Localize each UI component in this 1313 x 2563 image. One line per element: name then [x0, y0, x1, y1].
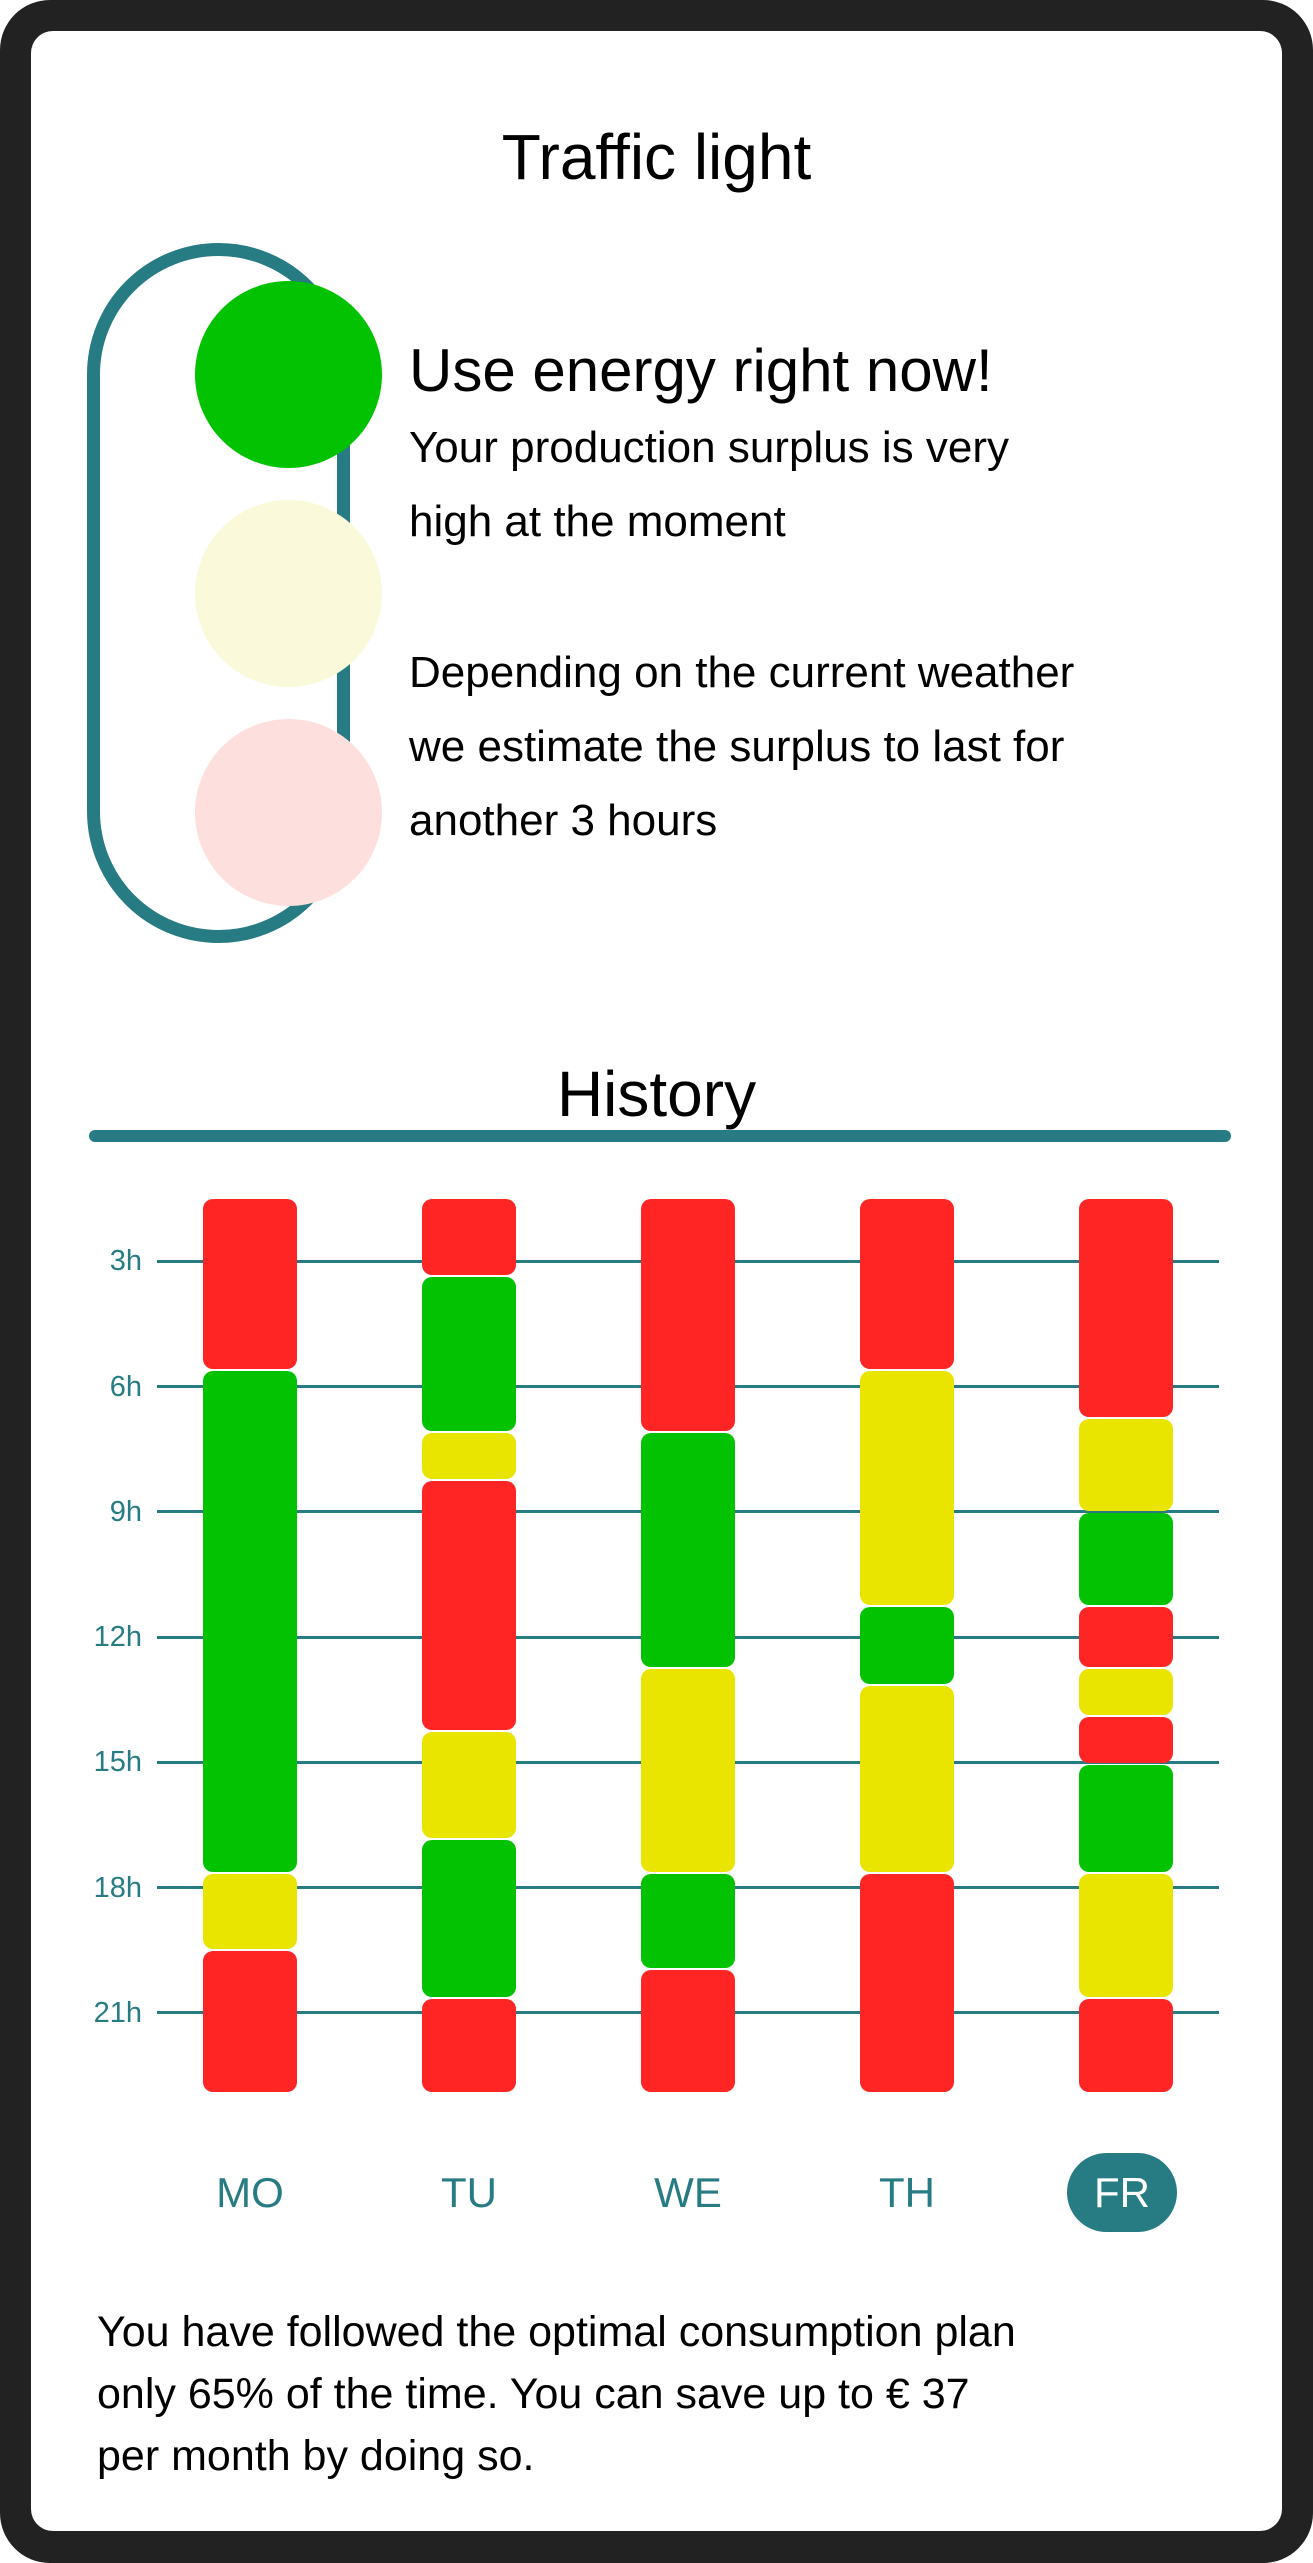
- segment-yellow: [1079, 1873, 1173, 1998]
- segment-red: [1079, 1198, 1173, 1417]
- segment-green: [1079, 1512, 1173, 1605]
- day-tab-mo[interactable]: MO: [216, 2169, 284, 2216]
- segment-yellow: [422, 1433, 516, 1480]
- y-axis-label: 6h: [109, 1370, 142, 1403]
- segment-green: [641, 1873, 735, 1968]
- segment-red: [203, 1951, 297, 2093]
- summary-line-2: only 65% of the time. You can save up to…: [97, 2370, 970, 2418]
- segment-red: [1079, 1717, 1173, 1764]
- segment-green: [203, 1370, 297, 1872]
- segment-yellow: [860, 1370, 954, 1605]
- segment-red: [422, 1481, 516, 1730]
- segment-red: [860, 1198, 954, 1369]
- y-axis-label: 18h: [93, 1871, 142, 1904]
- segment-red: [203, 1198, 297, 1369]
- y-axis-label: 9h: [109, 1495, 142, 1528]
- estimate-line-2: we estimate the surplus to last for: [409, 722, 1065, 771]
- segment-green: [860, 1606, 954, 1684]
- segment-yellow: [1079, 1418, 1173, 1511]
- segment-green: [1079, 1765, 1173, 1872]
- segment-green: [422, 1276, 516, 1432]
- segment-yellow: [641, 1669, 735, 1872]
- app-screen: Traffic light Use energy right now! Your…: [31, 31, 1282, 2531]
- status-line-2: high at the moment: [409, 497, 786, 546]
- estimate-line-1: Depending on the current weather: [409, 648, 1075, 697]
- history-title: History: [556, 1058, 757, 1130]
- segment-yellow: [422, 1731, 516, 1839]
- segment-yellow: [860, 1686, 954, 1872]
- history-summary: You have followed the optimal consumptio…: [97, 2301, 1247, 2487]
- summary-line-1: You have followed the optimal consumptio…: [97, 2308, 1016, 2356]
- segment-green: [641, 1433, 735, 1668]
- y-axis-label: 15h: [93, 1746, 142, 1779]
- traffic-light-housing: [87, 243, 382, 943]
- y-axis-label: 3h: [109, 1245, 142, 1278]
- status-message: Use energy right now! Your production su…: [409, 331, 1269, 858]
- day-tab-th[interactable]: TH: [879, 2169, 935, 2216]
- traffic-light-title: Traffic light: [501, 121, 812, 193]
- day-tab-we[interactable]: WE: [654, 2169, 722, 2216]
- segment-red: [422, 1999, 516, 2093]
- y-axis-label: 12h: [93, 1621, 142, 1653]
- x-axis-bar: [89, 1130, 1231, 1142]
- history-chart: 3h 6h 9h 12h 15h 18h 21h: [31, 31, 1282, 2531]
- segment-yellow: [203, 1873, 297, 1950]
- green-lamp-icon: [194, 281, 382, 468]
- segment-red: [422, 1198, 516, 1275]
- segment-red: [1079, 1999, 1173, 2093]
- y-axis-label: 21h: [93, 1996, 142, 2029]
- segment-red: [1079, 1606, 1173, 1668]
- segment-red: [641, 1198, 735, 1432]
- summary-line-3: per month by doing so.: [97, 2432, 535, 2480]
- estimate-line-3: another 3 hours: [409, 796, 718, 845]
- status-headline: Use energy right now!: [409, 337, 993, 404]
- segment-red: [860, 1873, 954, 2093]
- red-lamp-icon: [194, 719, 382, 906]
- segment-green: [422, 1840, 516, 1998]
- day-tab-tu[interactable]: TU: [441, 2169, 497, 2216]
- segment-yellow: [1079, 1669, 1173, 1716]
- yellow-lamp-icon: [194, 500, 382, 687]
- segment-red: [641, 1969, 735, 2093]
- status-line-1: Your production surplus is very: [409, 423, 1010, 472]
- day-tab-fr[interactable]: FR: [1067, 2153, 1177, 2232]
